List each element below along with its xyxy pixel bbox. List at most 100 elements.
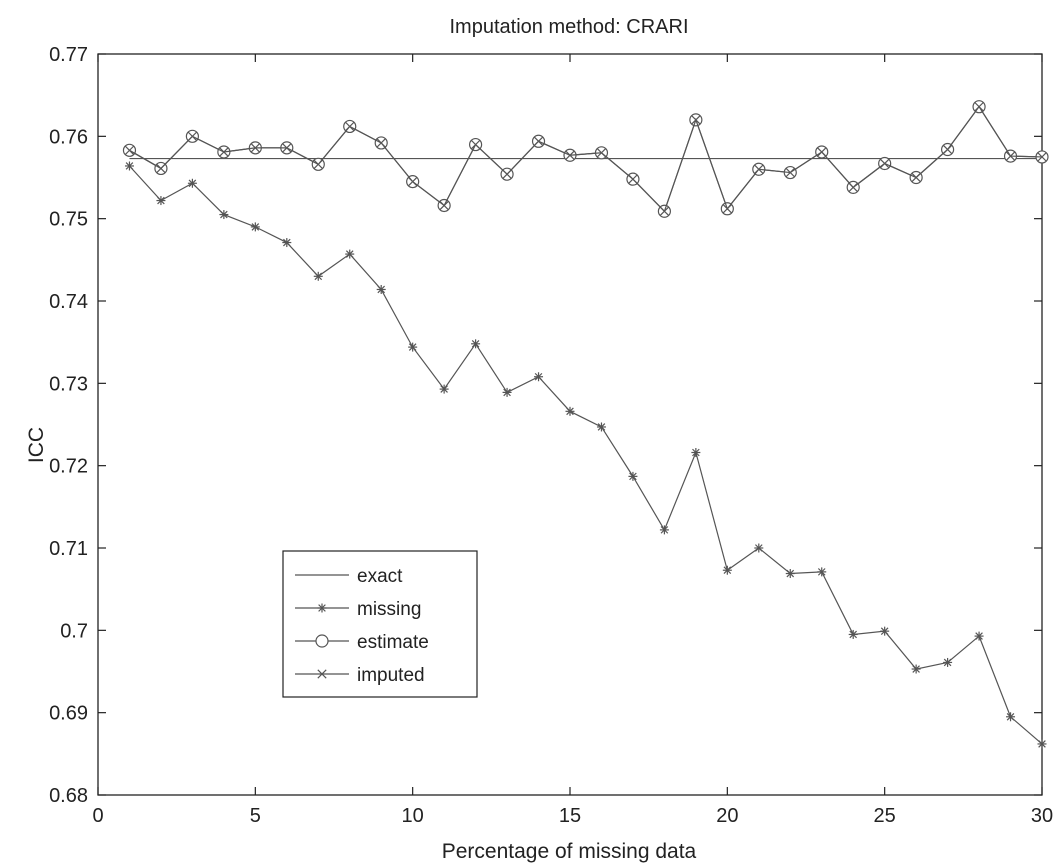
star-mark-stroke — [566, 407, 574, 416]
data-point-imputed — [596, 148, 607, 158]
data-point-missing — [471, 339, 481, 349]
data-point-imputed — [533, 136, 544, 146]
x-mark-stroke — [317, 669, 327, 679]
x-mark-stroke — [1005, 151, 1016, 161]
data-point-imputed — [219, 147, 229, 157]
star-mark-stroke — [471, 340, 480, 348]
y-tick-label: 0.69 — [49, 703, 88, 725]
data-point-imputed — [659, 206, 670, 216]
star-mark-stroke — [314, 272, 323, 281]
x-tick-label: 30 — [1031, 805, 1053, 827]
star-mark-stroke — [943, 658, 952, 667]
legend-marker — [317, 603, 327, 613]
data-point-missing — [1006, 712, 1016, 722]
x-mark-stroke — [250, 143, 260, 153]
legend-label: missing — [357, 599, 421, 620]
x-mark-stroke — [187, 131, 198, 141]
y-tick-label: 0.72 — [49, 456, 88, 478]
data-point-missing — [659, 525, 669, 535]
star-mark-stroke — [660, 526, 669, 534]
star-mark-stroke — [503, 388, 511, 397]
x-mark-stroke — [533, 136, 544, 146]
x-mark-stroke — [376, 138, 386, 148]
data-point-missing — [817, 567, 827, 577]
data-point-imputed — [691, 115, 701, 125]
x-mark-stroke — [596, 148, 607, 158]
data-point-imputed — [628, 174, 638, 184]
data-point-missing — [880, 626, 890, 636]
data-point-imputed — [187, 131, 198, 141]
y-tick-label: 0.76 — [49, 126, 88, 148]
data-point-imputed — [156, 163, 166, 174]
x-mark-stroke — [785, 167, 795, 178]
axis-ticks: 0 5 10 15 20 25 30 0.68 0.69 0.7 0.71 0.72 0.73 0.74 0… — [49, 44, 1053, 827]
star-mark-stroke — [755, 544, 763, 552]
data-point-imputed — [1005, 151, 1016, 161]
legend-item-estimate: estimate — [295, 632, 429, 653]
star-mark-stroke — [251, 223, 260, 231]
data-point-missing — [754, 543, 764, 553]
data-point-missing — [124, 161, 134, 171]
data-point-imputed — [785, 167, 795, 178]
legend-marker — [315, 634, 329, 648]
star-mark-stroke — [440, 385, 448, 393]
x-tick-label: 20 — [716, 805, 738, 827]
star-mark-stroke — [692, 448, 700, 457]
legend-item-exact: exact — [295, 566, 403, 587]
legend-label: estimate — [357, 632, 429, 653]
x-tick-label: 10 — [402, 805, 424, 827]
data-point-imputed — [502, 169, 512, 179]
data-point-missing — [219, 210, 229, 220]
legend-item-imputed: imputed — [295, 665, 425, 686]
x-mark-stroke — [470, 139, 481, 150]
x-mark-stroke — [691, 115, 701, 125]
x-mark-stroke — [628, 174, 638, 184]
x-mark-stroke — [345, 121, 355, 132]
data-point-missing — [1037, 739, 1047, 749]
data-point-imputed — [282, 143, 292, 153]
data-point-missing — [187, 178, 197, 188]
data-point-missing — [596, 422, 606, 432]
data-point-imputed — [439, 200, 449, 211]
x-mark-stroke — [659, 206, 670, 216]
series-missing — [124, 161, 1047, 749]
data-point-imputed — [313, 159, 323, 169]
data-point-missing — [534, 372, 544, 382]
x-mark-stroke — [124, 145, 135, 155]
y-tick-label: 0.77 — [49, 44, 88, 66]
legend: exact missing estimate imputed — [282, 550, 478, 698]
x-mark-stroke — [282, 143, 292, 153]
y-tick-label: 0.74 — [49, 291, 88, 313]
data-point-missing — [722, 565, 732, 575]
x-mark-stroke — [754, 164, 764, 174]
data-point-imputed — [565, 150, 575, 160]
x-tick-label: 0 — [92, 805, 103, 827]
data-point-imputed — [722, 204, 732, 214]
data-point-missing — [911, 664, 921, 674]
x-mark-stroke — [722, 204, 732, 214]
data-point-missing — [408, 342, 418, 352]
y-tick-label: 0.7 — [60, 620, 88, 642]
star-mark-stroke — [1038, 740, 1046, 748]
data-point-imputed — [470, 139, 481, 150]
data-point-imputed — [250, 143, 260, 153]
series-layer — [122, 100, 1049, 749]
y-axis-label: ICC — [25, 427, 48, 463]
x-mark-stroke — [439, 200, 449, 211]
data-point-imputed — [124, 145, 135, 155]
x-mark-stroke — [974, 102, 984, 112]
legend-marker — [317, 669, 327, 679]
series-line-imputed — [129, 105, 1043, 213]
data-point-missing — [691, 447, 701, 457]
star-mark-stroke — [318, 604, 326, 612]
star-mark-stroke — [975, 632, 983, 640]
x-mark-stroke — [502, 169, 512, 179]
x-mark-stroke — [911, 172, 921, 183]
star-mark-stroke — [534, 372, 543, 381]
data-point-missing — [848, 629, 858, 639]
star-mark-stroke — [125, 162, 134, 170]
x-mark-stroke — [408, 176, 418, 187]
data-point-imputed — [880, 158, 890, 169]
star-mark-stroke — [817, 568, 826, 576]
y-tick-label: 0.75 — [49, 209, 88, 231]
